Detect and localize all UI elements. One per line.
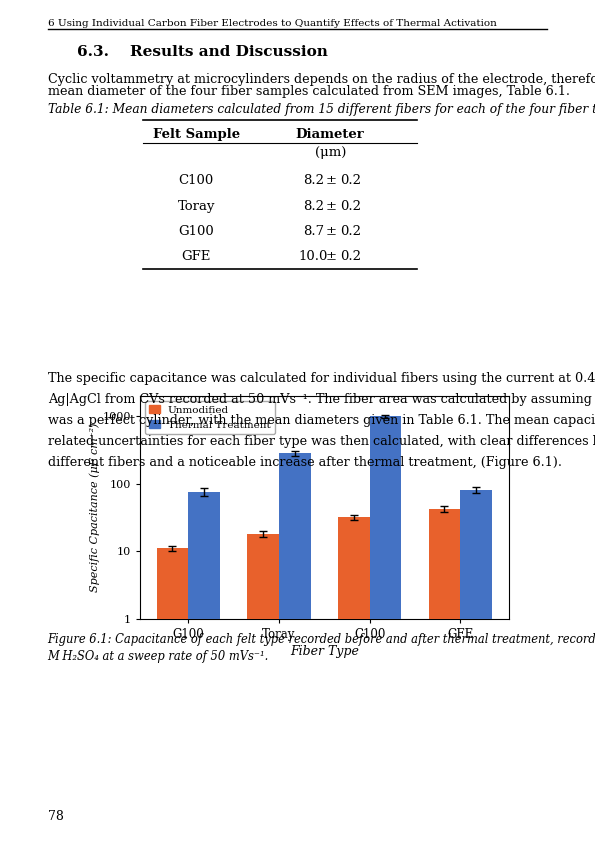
Bar (338, 517, 369, 842)
Text: 10.0: 10.0 (299, 250, 328, 263)
Text: ±: ± (326, 200, 337, 212)
Text: 0.2: 0.2 (340, 200, 362, 212)
Text: Ag|AgCl from CVs recorded at 50 mVs⁻¹. The fiber area was calculated by assuming: Ag|AgCl from CVs recorded at 50 mVs⁻¹. T… (48, 393, 595, 406)
Text: 8.2: 8.2 (303, 174, 324, 187)
Text: Diameter: Diameter (296, 128, 365, 141)
Text: related uncertainties for each fiber type was then calculated, with clear differ: related uncertainties for each fiber typ… (48, 435, 595, 448)
Text: M H₂SO₄ at a sweep rate of 50 mVs⁻¹.: M H₂SO₄ at a sweep rate of 50 mVs⁻¹. (48, 650, 269, 663)
Bar (461, 490, 492, 842)
Bar (369, 416, 401, 842)
Text: Table 6.1: Mean diameters calculated from 15 different fibers for each of the fo: Table 6.1: Mean diameters calculated fro… (48, 103, 595, 115)
Text: ±: ± (326, 250, 337, 263)
Text: (μm): (μm) (315, 146, 346, 158)
Bar (248, 534, 279, 842)
Text: Toray: Toray (177, 200, 215, 212)
Text: different fibers and a noticeable increase after thermal treatment, (Figure 6.1): different fibers and a noticeable increa… (48, 456, 562, 469)
Text: GFE: GFE (181, 250, 211, 263)
Bar (428, 509, 461, 842)
Text: was a perfect cylinder, with the mean diameters given in Table 6.1. The mean cap: was a perfect cylinder, with the mean di… (48, 414, 595, 427)
Legend: Unmodified, Thermal Treatment: Unmodified, Thermal Treatment (145, 401, 275, 434)
Text: C100: C100 (178, 174, 214, 187)
Bar (156, 548, 188, 842)
Bar (188, 492, 220, 842)
Y-axis label: Specific Cpacitance (μF cm⁻²): Specific Cpacitance (μF cm⁻²) (89, 423, 99, 592)
Bar (279, 454, 311, 842)
Text: 8.2: 8.2 (303, 200, 324, 212)
Text: 8.7: 8.7 (303, 225, 324, 237)
Text: 0.2: 0.2 (340, 225, 362, 237)
Text: 6 Using Individual Carbon Fiber Electrodes to Quantify Effects of Thermal Activa: 6 Using Individual Carbon Fiber Electrod… (48, 19, 496, 29)
Text: Cyclic voltammetry at microcylinders depends on the radius of the electrode, the: Cyclic voltammetry at microcylinders dep… (48, 73, 595, 86)
X-axis label: Fiber Type: Fiber Type (290, 645, 359, 658)
Text: 6.3.    Results and Discussion: 6.3. Results and Discussion (77, 45, 328, 60)
Text: Figure 6.1: Capacitance of each felt type recorded before and after thermal trea: Figure 6.1: Capacitance of each felt typ… (48, 633, 595, 646)
Text: mean diameter of the four fiber samples calculated from SEM images, Table 6.1.: mean diameter of the four fiber samples … (48, 85, 569, 98)
Text: The specific capacitance was calculated for individual fibers using the current : The specific capacitance was calculated … (48, 372, 595, 385)
Text: ±: ± (326, 225, 337, 237)
Text: 0.2: 0.2 (340, 174, 362, 187)
Text: G100: G100 (178, 225, 214, 237)
Text: Felt Sample: Felt Sample (153, 128, 240, 141)
Text: 78: 78 (48, 810, 64, 823)
Text: 0.2: 0.2 (340, 250, 362, 263)
Text: ±: ± (326, 174, 337, 187)
